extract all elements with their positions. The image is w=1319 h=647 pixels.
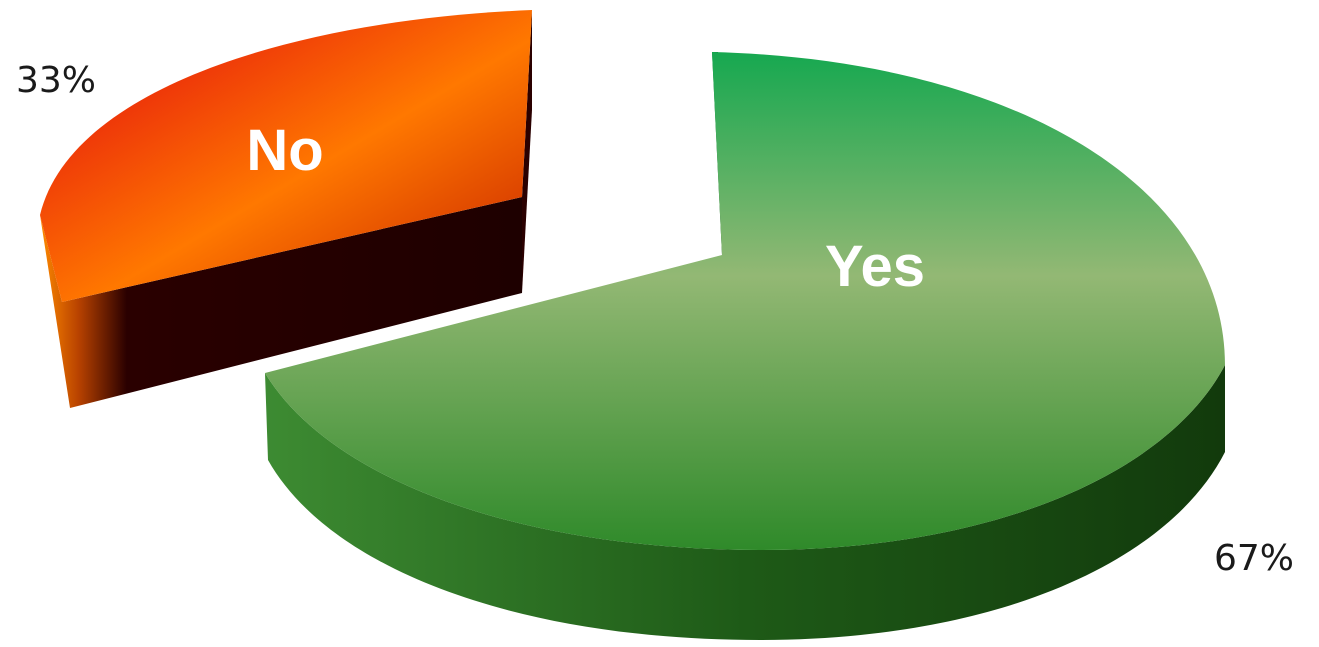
pie-slice-no-percent: 33% — [16, 60, 96, 101]
pie-slice-yes — [265, 52, 1225, 640]
pie-slice-yes-percent: 67% — [1214, 538, 1294, 579]
pie-slice-no-label: No — [246, 118, 323, 183]
pie-slice-no-side-right — [522, 10, 532, 293]
pie-slice-yes-top — [265, 52, 1225, 550]
pie-slice-no-side — [40, 197, 522, 408]
pie-slice-no-top — [40, 10, 532, 302]
pie-slice-no — [40, 10, 532, 408]
pie-slice-yes-label: Yes — [825, 234, 925, 299]
pie-slice-yes-side — [265, 365, 1225, 640]
